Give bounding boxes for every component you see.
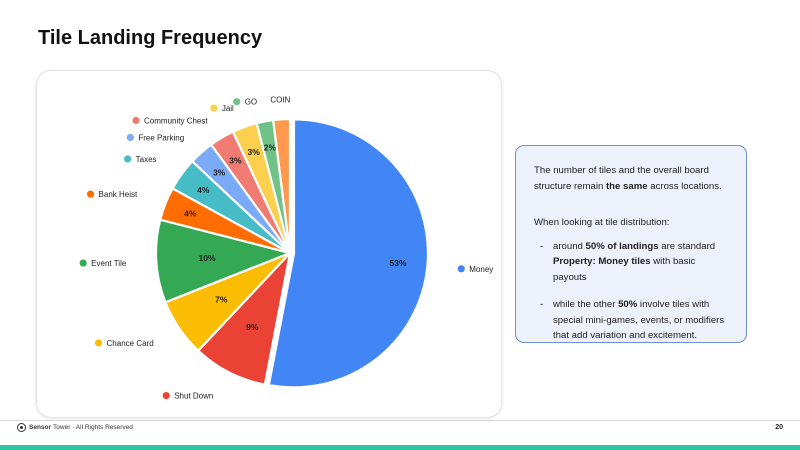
legend-dot-taxes xyxy=(124,155,132,163)
info-bullet-other: while the other 50% involve tiles with s… xyxy=(534,297,728,344)
page-title: Tile Landing Frequency xyxy=(38,27,263,49)
pie-value-label-event-tile: 10% xyxy=(199,253,216,263)
legend-text-taxes: Taxes xyxy=(136,155,157,164)
legend-dot-money xyxy=(457,265,465,273)
page-number: 20 xyxy=(775,424,783,431)
legend-label-money: Money xyxy=(457,265,493,274)
legend-text-coin: COIN xyxy=(270,95,290,104)
legend-dot-free-parking xyxy=(126,133,134,142)
legend-dot-jail xyxy=(210,104,218,112)
info-box: The number of tiles and the overall boar… xyxy=(515,145,747,343)
pie-value-label-bank-heist: 4% xyxy=(184,209,197,219)
footer: Sensor Tower · All Rights Reserved 20 xyxy=(0,420,800,450)
legend-label-community-chest: Community Chest xyxy=(132,116,208,125)
brand: Sensor Tower · All Rights Reserved xyxy=(17,423,133,432)
legend-dot-event-tile xyxy=(79,259,87,267)
pie-value-label-money: 53% xyxy=(390,258,407,268)
legend-label-bank-heist: Bank Heist xyxy=(86,190,138,199)
info-intro: The number of tiles and the overall boar… xyxy=(534,165,722,192)
legend-label-jail: Jail xyxy=(210,104,234,113)
legend-label-taxes: Taxes xyxy=(124,155,157,164)
info-bullet-money: around 50% of landings are standard Prop… xyxy=(534,239,728,286)
info-bullets: around 50% of landings are standard Prop… xyxy=(534,239,728,344)
legend-dot-bank-heist xyxy=(86,190,95,198)
legend-text-go: GO xyxy=(245,98,257,107)
footer-accent-bar xyxy=(0,445,800,450)
legend-dot-shut-down xyxy=(162,391,170,400)
legend-text-bank-heist: Bank Heist xyxy=(99,190,138,199)
legend-text-jail: Jail xyxy=(222,104,234,113)
legend-text-free-parking: Free Parking xyxy=(138,133,184,142)
legend-text-community-chest: Community Chest xyxy=(144,116,208,125)
legend-text-shut-down: Shut Down xyxy=(174,392,213,401)
legend-text-money: Money xyxy=(469,265,493,274)
legend-label-free-parking: Free Parking xyxy=(126,133,184,142)
sensor-tower-logo-icon xyxy=(17,423,26,432)
legend-text-chance-card: Chance Card xyxy=(107,339,154,348)
legend-dot-go xyxy=(233,98,241,106)
pie-value-label-chance-card: 7% xyxy=(215,295,228,305)
copyright-text: Tower · All Rights Reserved xyxy=(53,424,133,431)
pie-value-label-taxes: 4% xyxy=(197,185,210,195)
legend-label-go: GO xyxy=(233,98,257,107)
brand-name: Sensor xyxy=(29,424,52,431)
legend-text-event-tile: Event Tile xyxy=(91,259,127,268)
pie-slice-event-tile xyxy=(154,218,294,304)
info-lead: When looking at tile distribution: xyxy=(534,217,670,228)
pie-chart-card: 53% Money 9% Shut Down 7% Chance Card 10% Event… xyxy=(37,71,501,417)
legend-label-event-tile: Event Tile xyxy=(79,259,127,268)
legend-dot-chance-card xyxy=(94,339,103,347)
pie-slice-money xyxy=(267,118,430,389)
pie-value-label-community-chest: 3% xyxy=(229,156,242,166)
pie-value-label-jail: 3% xyxy=(248,147,261,157)
legend-label-chance-card: Chance Card xyxy=(94,339,154,348)
legend-dot-community-chest xyxy=(132,116,140,125)
pie-slice-coin xyxy=(271,117,292,254)
pie-value-label-go: 2% xyxy=(264,143,277,153)
footer-divider xyxy=(0,420,800,421)
legend-label-shut-down: Shut Down xyxy=(162,391,213,401)
legend-label-coin: COIN xyxy=(270,95,290,104)
tile-landing-pie-chart: 53% Money 9% Shut Down 7% Chance Card 10% Event… xyxy=(79,95,493,401)
pie-value-label-shut-down: 9% xyxy=(246,322,259,332)
pie-value-label-free-parking: 3% xyxy=(213,168,226,178)
